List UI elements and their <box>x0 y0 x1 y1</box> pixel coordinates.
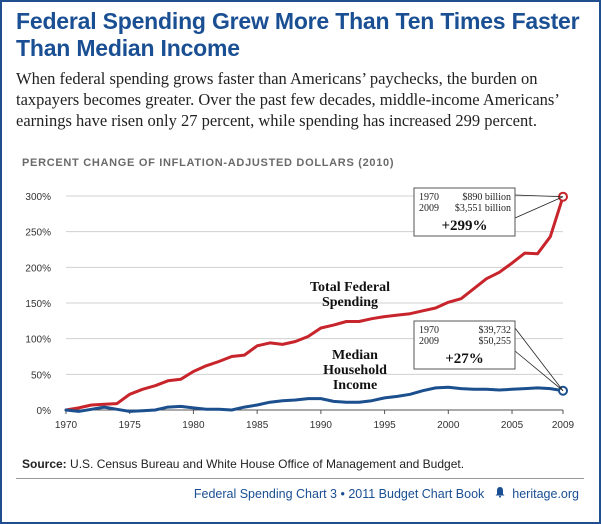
callout-year: 2009 <box>419 203 439 214</box>
callout-leader <box>514 327 564 391</box>
y-tick-label: 200% <box>25 263 51 274</box>
series-line-0 <box>64 195 565 412</box>
y-tick-label: 0% <box>37 406 52 417</box>
y-tick-label: 300% <box>25 192 51 203</box>
x-tick-label: 2005 <box>501 420 524 431</box>
x-tick-label: 1990 <box>310 420 333 431</box>
callout-year: 1970 <box>419 192 439 203</box>
series-label: Income <box>333 378 377 393</box>
callout-leader <box>514 196 564 219</box>
x-tick-label: 1985 <box>246 420 269 431</box>
callout-value: $50,255 <box>479 336 512 347</box>
callout-year: 1970 <box>419 325 439 336</box>
x-tick-label: 2000 <box>437 420 460 431</box>
callout-box <box>413 187 516 237</box>
x-tick-label: 1970 <box>55 420 78 431</box>
y-tick-label: 50% <box>31 370 51 381</box>
footer-divider <box>16 478 584 479</box>
y-tick-label: 250% <box>25 228 51 239</box>
y-tick-label: 150% <box>25 299 51 310</box>
callout-leader <box>514 194 564 198</box>
series-label: Total Federal <box>310 280 390 295</box>
source-label: Source: <box>22 457 67 471</box>
callout-change: +27% <box>445 351 484 367</box>
callout-value: $3,551 billion <box>455 203 511 214</box>
liberty-bell-icon <box>494 486 506 501</box>
series-label: Household <box>323 363 387 378</box>
x-tick-label: 1995 <box>373 420 396 431</box>
chart-title: Federal Spending Grew More Than Ten Time… <box>16 8 580 61</box>
callout-leader <box>514 350 564 392</box>
footer-site[interactable]: heritage.org <box>512 487 579 501</box>
chart-subtitle: When federal spending grows faster than … <box>16 69 559 130</box>
footer: Federal Spending Chart 3 • 2011 Budget C… <box>194 486 579 501</box>
callout-change: +299% <box>441 218 487 234</box>
x-tick-label: 1975 <box>119 420 142 431</box>
source-text: U.S. Census Bureau and White House Offic… <box>70 457 465 471</box>
x-tick-label: 2009 <box>552 420 575 431</box>
y-tick-label: 100% <box>25 335 51 346</box>
series-label: Spending <box>322 295 378 310</box>
x-tick-label: 1980 <box>182 420 205 431</box>
series-line-1 <box>64 385 565 413</box>
callout-value: $39,732 <box>479 325 512 336</box>
source-note: Source: U.S. Census Bureau and White Hou… <box>22 457 464 471</box>
line-chart: 0% 50% 100% 150% 200% 250% 300% 1970 1975 1980 198… <box>25 187 575 431</box>
axis-description: PERCENT CHANGE OF INFLATION-ADJUSTED DOL… <box>22 157 395 169</box>
callout-box <box>413 320 516 370</box>
footer-text: Federal Spending Chart 3 • 2011 Budget C… <box>193 487 485 501</box>
callout-value: $890 billion <box>462 192 511 203</box>
callout-year: 2009 <box>419 336 439 347</box>
series-label: Median <box>332 348 378 363</box>
